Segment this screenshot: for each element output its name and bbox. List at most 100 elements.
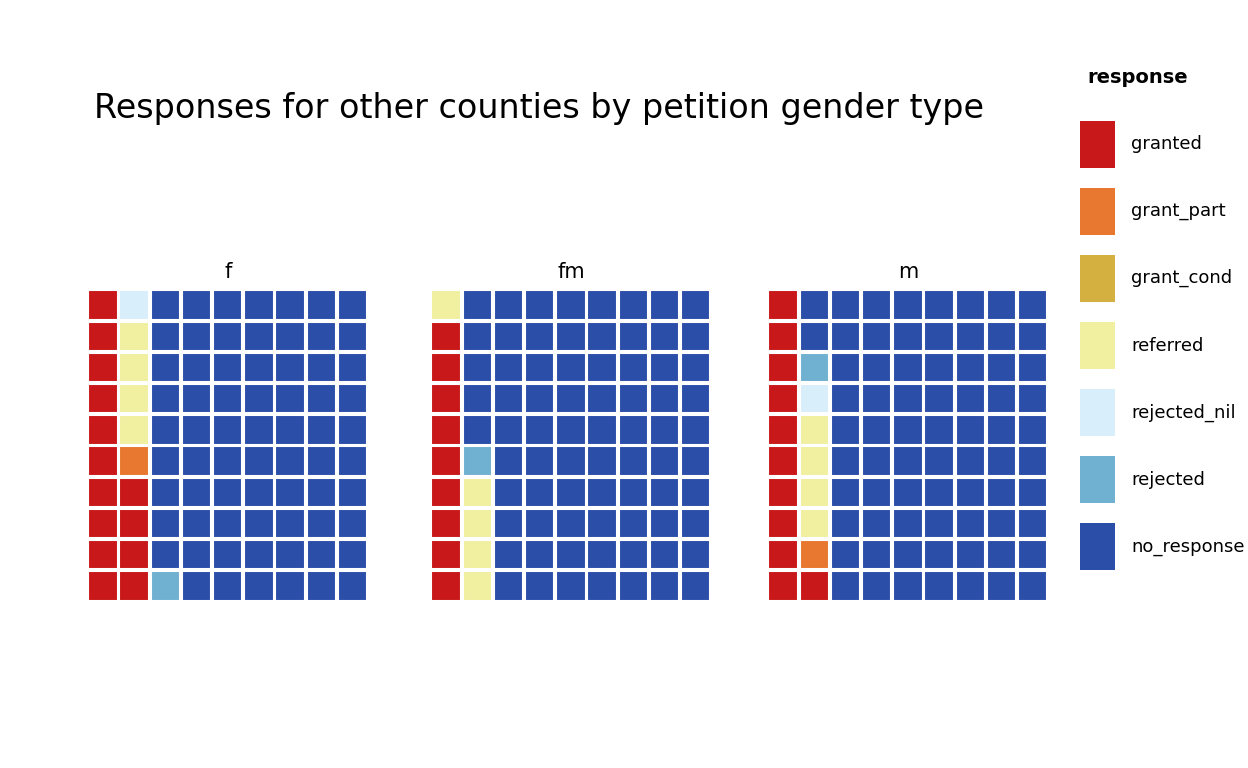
- Bar: [307, 571, 336, 601]
- Bar: [894, 540, 922, 569]
- Bar: [831, 446, 860, 475]
- Bar: [862, 384, 891, 413]
- Bar: [151, 446, 180, 475]
- Bar: [800, 446, 829, 475]
- Text: grant_part: grant_part: [1132, 202, 1226, 220]
- Bar: [338, 415, 367, 445]
- Bar: [89, 508, 117, 538]
- Bar: [182, 508, 211, 538]
- Bar: [525, 540, 554, 569]
- Bar: [987, 478, 1016, 507]
- Bar: [432, 415, 461, 445]
- Bar: [588, 478, 617, 507]
- Bar: [619, 508, 648, 538]
- Bar: [650, 353, 679, 382]
- Bar: [1018, 540, 1047, 569]
- Bar: [182, 446, 211, 475]
- Bar: [831, 290, 860, 319]
- Bar: [894, 508, 922, 538]
- Bar: [494, 478, 523, 507]
- Bar: [619, 540, 648, 569]
- Bar: [925, 540, 953, 569]
- Bar: [862, 290, 891, 319]
- Bar: [925, 384, 953, 413]
- Bar: [432, 384, 461, 413]
- Bar: [831, 353, 860, 382]
- Text: rejected: rejected: [1132, 471, 1206, 488]
- Bar: [120, 571, 149, 601]
- Bar: [987, 322, 1016, 351]
- Bar: [245, 508, 273, 538]
- Bar: [650, 540, 679, 569]
- Bar: [681, 322, 710, 351]
- Bar: [151, 508, 180, 538]
- Bar: [307, 508, 336, 538]
- Bar: [525, 353, 554, 382]
- Bar: [494, 290, 523, 319]
- Bar: [588, 540, 617, 569]
- Bar: [89, 290, 117, 319]
- Bar: [1018, 415, 1047, 445]
- Bar: [182, 322, 211, 351]
- Bar: [494, 322, 523, 351]
- Bar: [307, 478, 336, 507]
- Bar: [307, 384, 336, 413]
- Bar: [557, 290, 585, 319]
- Bar: [987, 446, 1016, 475]
- Bar: [213, 415, 242, 445]
- Bar: [925, 353, 953, 382]
- Bar: [276, 478, 305, 507]
- Bar: [182, 415, 211, 445]
- Bar: [956, 353, 985, 382]
- Bar: [619, 353, 648, 382]
- Bar: [463, 384, 492, 413]
- Bar: [120, 478, 149, 507]
- Bar: [862, 571, 891, 601]
- Bar: [338, 322, 367, 351]
- Bar: [182, 478, 211, 507]
- Bar: [89, 353, 117, 382]
- Bar: [894, 446, 922, 475]
- Bar: [681, 384, 710, 413]
- Bar: [800, 290, 829, 319]
- Bar: [800, 540, 829, 569]
- Bar: [89, 384, 117, 413]
- Bar: [338, 446, 367, 475]
- Bar: [831, 508, 860, 538]
- Bar: [120, 508, 149, 538]
- Bar: [463, 290, 492, 319]
- Bar: [769, 508, 797, 538]
- Bar: [557, 446, 585, 475]
- Bar: [925, 571, 953, 601]
- Bar: [588, 508, 617, 538]
- Bar: [681, 446, 710, 475]
- Bar: [213, 571, 242, 601]
- Bar: [1018, 290, 1047, 319]
- Text: no_response: no_response: [1132, 538, 1246, 556]
- Bar: [338, 540, 367, 569]
- Bar: [307, 353, 336, 382]
- Bar: [213, 353, 242, 382]
- Bar: [987, 384, 1016, 413]
- Bar: [769, 290, 797, 319]
- Bar: [557, 478, 585, 507]
- Bar: [588, 384, 617, 413]
- Bar: [681, 540, 710, 569]
- Bar: [769, 322, 797, 351]
- Bar: [1018, 508, 1047, 538]
- Bar: [307, 322, 336, 351]
- Bar: [245, 415, 273, 445]
- Bar: [1018, 571, 1047, 601]
- Bar: [245, 384, 273, 413]
- Bar: [557, 508, 585, 538]
- Bar: [987, 571, 1016, 601]
- Bar: [494, 446, 523, 475]
- Bar: [89, 540, 117, 569]
- Bar: [432, 353, 461, 382]
- Bar: [588, 290, 617, 319]
- Bar: [1018, 353, 1047, 382]
- Bar: [619, 322, 648, 351]
- Bar: [956, 508, 985, 538]
- Bar: [831, 478, 860, 507]
- Bar: [862, 508, 891, 538]
